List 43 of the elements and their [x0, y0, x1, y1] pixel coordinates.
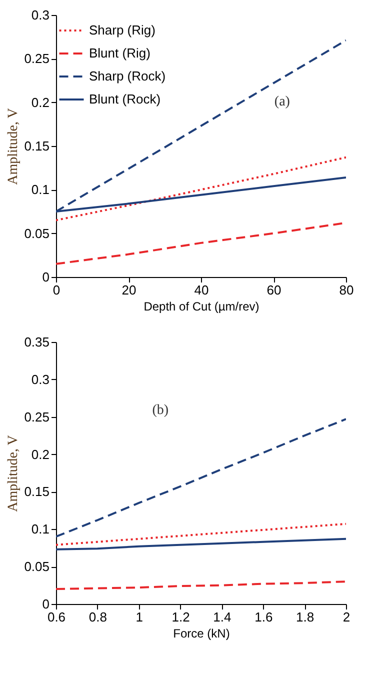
- line-series: [56, 156, 346, 222]
- y-tick-label: 0.25: [24, 51, 50, 66]
- y-axis-title: Amplitude, V: [6, 435, 22, 512]
- x-tick-label: 60: [266, 282, 282, 298]
- annotation: (b): [152, 403, 169, 418]
- legend-label: Sharp (Rig): [89, 22, 156, 38]
- y-tick-label: 0.35: [24, 334, 50, 350]
- x-tick-label: 1.4: [213, 610, 232, 624]
- x-tick-label: 20: [122, 282, 136, 298]
- y-tick-label: 0.05: [24, 226, 50, 241]
- x-tick-label: 0.8: [88, 610, 107, 624]
- y-tick-label: 0.25: [24, 409, 50, 424]
- y-tick-label: 0.3: [31, 8, 50, 22]
- legend-label: Blunt (Rock): [89, 92, 161, 106]
- x-tick-label: 1.8: [296, 610, 314, 624]
- x-tick-label: 0.6: [47, 610, 66, 624]
- x-tick-label: 0: [52, 282, 60, 298]
- line-series: [56, 522, 346, 546]
- y-tick-label: 0.3: [31, 372, 50, 387]
- y-tick-label: 0.15: [24, 484, 50, 500]
- y-axis-title: Amplitude, V: [6, 108, 22, 185]
- legend-label: Sharp (Rock): [89, 68, 166, 84]
- y-tick-label: 0.1: [31, 522, 50, 537]
- line-series: [56, 418, 346, 538]
- line-series: [56, 580, 346, 590]
- x-tick-label: 2: [342, 610, 350, 624]
- y-tick-label: 0.05: [24, 559, 50, 574]
- annotation: (a): [274, 94, 290, 110]
- y-tick-label: 0.2: [31, 446, 50, 462]
- x-axis-title: Force (kN): [173, 626, 230, 640]
- x-axis-title: Depth of Cut (µm/rev): [144, 300, 260, 314]
- x-tick-label: 1: [136, 610, 143, 624]
- x-tick-label: 1.6: [254, 610, 273, 624]
- y-tick-label: 0: [42, 596, 50, 612]
- x-tick-label: 80: [339, 282, 354, 298]
- legend-label: Blunt (Rig): [89, 46, 150, 60]
- y-tick-label: 0: [42, 270, 50, 284]
- y-tick-label: 0.15: [24, 138, 50, 154]
- y-tick-label: 0.1: [31, 182, 50, 198]
- x-tick-label: 40: [194, 282, 209, 298]
- x-tick-label: 1.2: [172, 610, 190, 624]
- y-tick-label: 0.2: [31, 94, 50, 110]
- line-series: [56, 538, 346, 550]
